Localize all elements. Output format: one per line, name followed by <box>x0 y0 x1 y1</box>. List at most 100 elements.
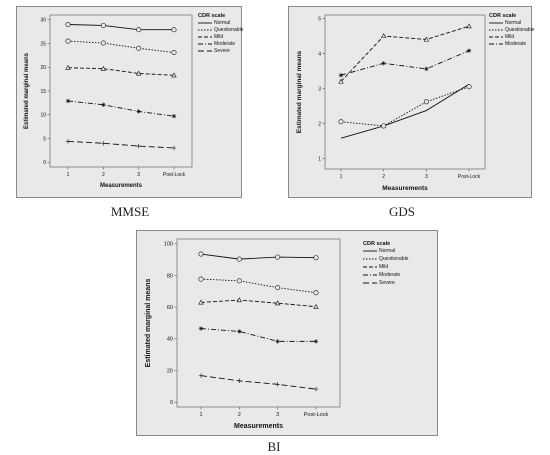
mmse-y-tick-label: 10 <box>40 113 46 119</box>
mmse-series-line-moderate <box>67 100 175 117</box>
mmse-x-tick-label: Post-Lock <box>163 172 186 178</box>
bi-point-moderate <box>275 339 280 344</box>
bi-point-normal <box>275 254 281 260</box>
bi-series-severe <box>198 373 319 392</box>
mmse-series-questionable <box>65 38 177 56</box>
bi-series-line-moderate <box>200 328 316 342</box>
mmse-y-tick-label: 0 <box>43 160 46 166</box>
bi-series-line-questionable <box>200 278 317 294</box>
bi-legend-item-normal: Normal <box>379 247 396 254</box>
mmse-point-severe <box>136 143 141 149</box>
mmse-point-normal <box>136 27 142 33</box>
mmse-series-severe <box>65 139 177 151</box>
mmse-point-mild <box>100 65 107 71</box>
gds-point-moderate <box>466 48 472 53</box>
gds-point-mild <box>380 33 387 39</box>
gds-y-tick-label: 5 <box>318 16 321 22</box>
bi-point-severe <box>198 373 204 378</box>
bi-y-tick-label: 80 <box>167 273 173 279</box>
mmse-point-questionable <box>65 38 71 44</box>
bi-point-moderate <box>237 329 242 334</box>
bi-y-tick-label: 100 <box>164 242 173 248</box>
bi-point-severe <box>275 382 280 387</box>
bi-legend-title: CDR scale <box>363 241 391 247</box>
mmse-caption: MMSE <box>110 204 150 219</box>
gds-series-questionable <box>338 84 472 129</box>
gds-y-tick-label: 3 <box>318 86 321 92</box>
gds-legend-item-normal: Normal <box>505 19 522 26</box>
bi-x-tick-label: 3 <box>276 412 279 418</box>
bi-point-mild <box>236 297 243 303</box>
bi-point-moderate <box>198 326 204 331</box>
gds-point-moderate <box>381 61 386 66</box>
bi-caption: BI <box>267 439 281 454</box>
bi-point-mild <box>313 303 319 309</box>
gds-legend-item-questionable: Questionable <box>505 26 535 33</box>
mmse-y-tick-label: 25 <box>40 41 46 47</box>
gds-series-line-questionable <box>340 86 470 127</box>
mmse-point-normal <box>171 27 177 33</box>
mmse-chart-svg: 0 5 10 15 20 25 30 1 2 3 Post-Lock Measurements Esti… <box>24 14 212 189</box>
bi-x-tick-label: Post-Lock <box>304 412 329 418</box>
mmse-x-axis-label: Measurements <box>100 183 143 189</box>
gds-series-mild <box>338 23 472 84</box>
mmse-series-line-normal <box>67 24 174 31</box>
mmse-legend-title: CDR scale <box>198 13 226 19</box>
gds-series-line-normal <box>340 83 470 139</box>
gds-x-axis-label: Measurements <box>382 185 428 192</box>
mmse-point-severe <box>171 145 177 151</box>
mmse-x-tick-label: 3 <box>137 172 140 178</box>
mmse-point-normal <box>65 22 71 28</box>
mmse-point-severe <box>101 141 106 146</box>
mmse-y-tick-label: 30 <box>40 18 46 24</box>
bi-point-questionable <box>236 278 242 284</box>
mmse-point-moderate <box>101 102 106 107</box>
mmse-series-normal <box>65 22 177 33</box>
bi-y-tick-label: 40 <box>167 337 173 343</box>
mmse-point-questionable <box>100 40 106 46</box>
mmse-plot-frame <box>49 14 193 168</box>
gds-point-mild <box>338 78 344 84</box>
bi-y-tick-label: 20 <box>167 368 173 374</box>
bi-point-questionable <box>275 285 281 291</box>
bi-legend-item-mild: Mild <box>379 263 389 270</box>
bi-series-normal <box>198 251 319 262</box>
mmse-y-axis-label: Estimated marginal means <box>24 52 30 129</box>
bi-y-tick-label: 60 <box>167 305 173 311</box>
bi-point-mild <box>198 299 204 305</box>
gds-series-normal <box>340 83 470 139</box>
mmse-y-tick-label: 20 <box>40 65 46 71</box>
mmse-point-questionable <box>171 50 177 56</box>
mmse-legend-item-severe: Severe <box>214 47 230 54</box>
bi-y-axis-label: Estimated marginal means <box>145 279 152 368</box>
gds-point-moderate <box>338 73 344 78</box>
mmse-point-normal <box>100 22 106 28</box>
bi-series-line-severe <box>200 375 317 390</box>
gds-x-tick-label: 2 <box>382 174 385 180</box>
bi-point-moderate <box>313 339 319 344</box>
gds-legend-title: CDR scale <box>489 13 517 19</box>
bi-chart-panel: 0 20 40 60 80 100 1 2 3 Post-Lock Measurements Esti… <box>136 230 438 436</box>
mmse-legend-item-normal: Normal <box>214 19 231 26</box>
mmse-y-tick-label: 5 <box>43 136 46 142</box>
mmse-x-tick-label: 1 <box>67 172 70 178</box>
gds-y-tick-label: 2 <box>318 121 321 127</box>
bi-point-questionable <box>313 290 319 296</box>
gds-x-tick-label: 1 <box>340 174 343 180</box>
gds-y-axis-label: Estimated marginal means <box>296 50 303 133</box>
bi-plot-frame <box>176 238 341 408</box>
mmse-point-moderate <box>136 109 141 114</box>
bi-legend-item-questionable: Questionable <box>379 255 409 262</box>
bi-series-questionable <box>198 276 319 296</box>
gds-point-questionable <box>381 123 387 129</box>
mmse-point-mild <box>65 64 71 70</box>
bi-legend-item-moderate: Moderate <box>379 271 401 278</box>
bi-point-normal <box>198 251 204 257</box>
mmse-chart-panel: 0 5 10 15 20 25 30 1 2 3 Post-Lock Measurements Esti… <box>16 6 243 198</box>
mmse-y-tick-label: 15 <box>40 89 46 95</box>
mmse-legend-item-mild: Mild <box>214 33 224 40</box>
bi-point-normal <box>313 255 319 261</box>
mmse-point-moderate <box>171 113 177 119</box>
mmse-point-moderate <box>65 98 71 104</box>
mmse-series-mild <box>65 64 177 78</box>
